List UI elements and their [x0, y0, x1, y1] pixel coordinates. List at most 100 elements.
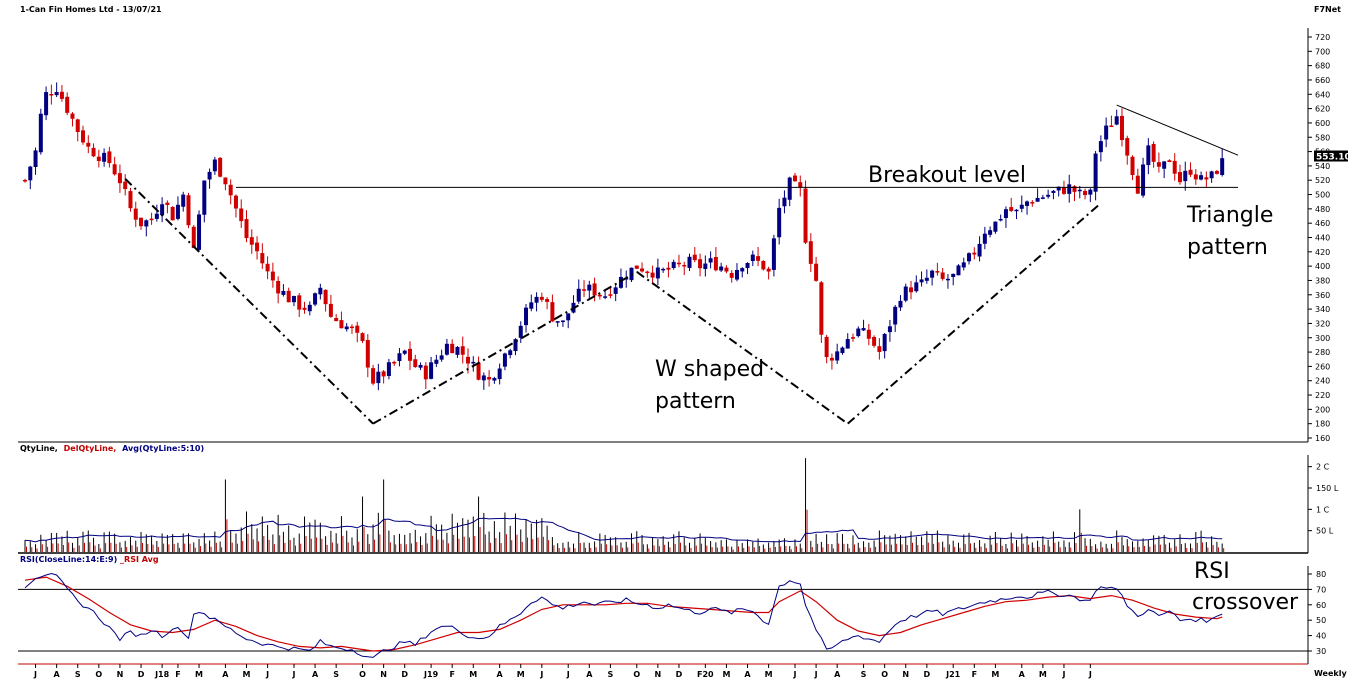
candle-body	[255, 242, 260, 252]
candle-body	[460, 346, 465, 355]
rsi-annotation-line1: RSI	[1194, 559, 1230, 584]
candle-body	[65, 96, 70, 113]
time-tick-label: M	[765, 670, 773, 679]
time-tick-label: J21	[945, 670, 961, 679]
period-label: Weekly	[1314, 669, 1347, 678]
candle-body	[792, 175, 797, 182]
volume-panel: QtyLine, DelQtyLine, Avg(QtyLine:5:10) 2…	[18, 444, 1339, 554]
price-tick-label: 380	[1315, 276, 1330, 285]
candle-body	[239, 208, 244, 222]
price-tick-label: 600	[1315, 119, 1330, 128]
candle-body	[719, 266, 724, 271]
candle-body	[23, 179, 27, 182]
candle-body	[682, 264, 687, 267]
candle-body	[75, 119, 80, 133]
candle-body	[191, 226, 196, 249]
price-tick-label: 700	[1315, 47, 1330, 56]
price-tick-label: 220	[1315, 391, 1330, 400]
triangle-annotation-line1: Triangle	[1186, 203, 1273, 228]
candle-body	[740, 268, 745, 272]
candle-body	[919, 279, 924, 283]
price-badge: 553.10	[1314, 150, 1351, 163]
candle-body	[492, 378, 497, 381]
candle-body	[28, 166, 33, 181]
candle-body	[529, 302, 534, 309]
volume-legend-qty: QtyLine,	[20, 444, 58, 453]
candle-body	[930, 270, 935, 278]
candle-body	[429, 362, 434, 379]
time-tick-label: N	[902, 670, 909, 679]
time-tick-label: J	[1061, 670, 1065, 679]
price-tick-label: 420	[1315, 248, 1330, 257]
candle-body	[1072, 186, 1077, 192]
candle-body	[1035, 197, 1040, 202]
candle-body	[1156, 162, 1161, 167]
candle-body	[260, 253, 265, 264]
trendline-w-mid_up	[372, 271, 638, 425]
trendline-w-mid_down	[636, 271, 849, 425]
current-price-badge: 553.10	[1316, 153, 1351, 163]
candle-body	[33, 150, 38, 168]
candle-body	[1104, 125, 1109, 140]
candle-body	[439, 355, 444, 360]
candle-body	[1193, 174, 1198, 180]
candle-body	[1014, 209, 1019, 212]
candle-body	[1204, 177, 1209, 180]
volume-tick-label: 1 C	[1316, 505, 1330, 514]
candle-body	[81, 130, 86, 143]
price-tick-label: 520	[1315, 176, 1330, 185]
candle-body	[1030, 202, 1035, 204]
breakout-annotation: Breakout level	[868, 163, 1026, 188]
candle-body	[1088, 189, 1093, 195]
price-tick-label: 240	[1315, 377, 1330, 386]
candle-body	[988, 230, 993, 235]
rsi-panel: RSI(CloseLine:14:E:9) _RSI Avg 30 40 50 60 7…	[18, 555, 1326, 665]
candle-body	[286, 290, 291, 303]
candle-body	[676, 262, 681, 265]
candle-body	[597, 294, 602, 297]
time-tick-label: J	[814, 670, 818, 679]
candle-body	[640, 268, 645, 272]
candle-body	[487, 376, 492, 380]
time-tick-label: J19	[423, 670, 439, 679]
time-tick-label: D	[924, 670, 931, 679]
candle-body	[186, 195, 191, 226]
time-tick-label: A	[1019, 670, 1026, 679]
candle-body	[824, 336, 829, 358]
price-axis: 160 180 200 220 240 260 280 300 320 340 360 380 400 4…	[1308, 33, 1330, 443]
candle-body	[54, 92, 59, 96]
candle-body	[993, 221, 998, 232]
time-tick-label: J	[792, 670, 796, 679]
candle-body	[270, 271, 275, 281]
candle-body	[951, 273, 956, 277]
candle-body	[819, 282, 824, 335]
time-tick-label: S	[333, 670, 339, 679]
candle-body	[170, 206, 175, 221]
chart-title: 1-Can Fin Homes Ltd - 13/07/21	[20, 5, 162, 14]
candle-body	[450, 343, 455, 354]
candle-body	[202, 180, 207, 215]
candle-body	[392, 361, 397, 364]
candle-body	[692, 254, 697, 261]
price-tick-label: 180	[1315, 420, 1330, 429]
candle-body	[149, 218, 154, 221]
candle-body	[1177, 172, 1182, 183]
candle-body	[1051, 190, 1056, 193]
candle-body	[244, 219, 249, 239]
rsi-axis: 30 40 50 60 70 80	[1308, 570, 1326, 656]
candle-body	[745, 262, 750, 269]
brand-label: F7Net	[1314, 5, 1341, 14]
candle-body	[1141, 164, 1146, 196]
candle-body	[233, 195, 238, 209]
time-tick-label: A	[497, 670, 504, 679]
rsi-tick-label: 40	[1316, 632, 1326, 641]
candle-body	[1135, 175, 1140, 194]
candle-body	[613, 287, 618, 294]
candle-body	[175, 204, 180, 219]
rsi-tick-label: 60	[1316, 601, 1326, 610]
candle-body	[861, 328, 866, 331]
candle-body	[407, 348, 412, 361]
candle-body	[513, 339, 518, 352]
candle-body	[476, 362, 481, 380]
candle-body	[297, 295, 302, 310]
